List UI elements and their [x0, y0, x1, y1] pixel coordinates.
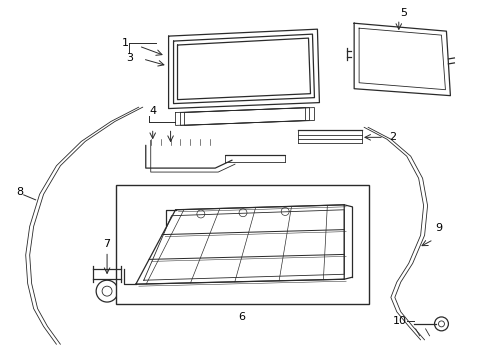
Text: 1: 1 — [122, 38, 129, 48]
Text: 5: 5 — [400, 8, 407, 18]
Text: 2: 2 — [388, 132, 395, 142]
Text: 8: 8 — [16, 187, 23, 197]
Text: 7: 7 — [103, 239, 110, 249]
Text: 3: 3 — [125, 53, 133, 63]
Text: 10: 10 — [392, 316, 406, 326]
Text: 9: 9 — [434, 222, 441, 233]
Text: 6: 6 — [238, 312, 245, 322]
Text: 4: 4 — [149, 105, 156, 116]
Bar — [116, 185, 368, 304]
